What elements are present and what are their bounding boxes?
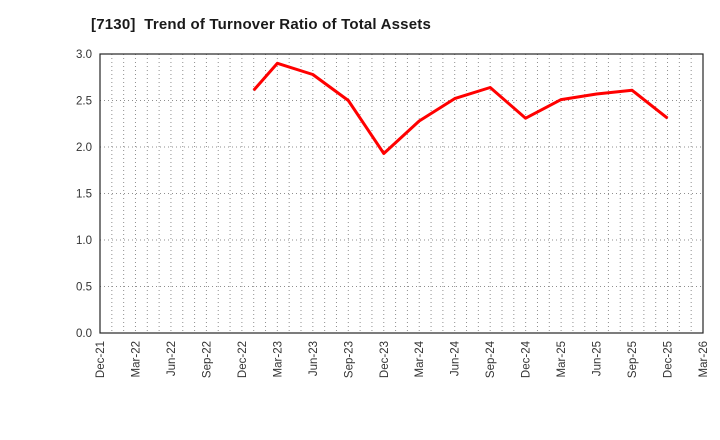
x-tick-label: Sep-25: [627, 341, 639, 378]
x-tick-label: Jun-24: [450, 340, 462, 376]
x-tick-label: Jun-22: [166, 341, 178, 376]
x-tick-label: Dec-24: [521, 340, 533, 378]
x-tick-label: Dec-22: [237, 341, 249, 378]
y-tick-label: 1.0: [76, 235, 92, 247]
plot-frame: [99, 53, 704, 334]
x-tick-label: Mar-26: [698, 341, 710, 377]
y-tick-label: 2.5: [76, 96, 92, 108]
x-tick-label: Sep-24: [485, 340, 497, 378]
chart-title: [7130] Trend of Turnover Ratio of Total …: [91, 16, 432, 33]
x-tick-label: Mar-25: [556, 341, 568, 377]
x-tick-label: Sep-23: [343, 341, 355, 378]
y-tick-label: 3.0: [76, 49, 92, 61]
x-tick-label: Sep-22: [201, 341, 213, 378]
x-tick-label: Mar-24: [414, 340, 426, 377]
x-tick-label: Dec-21: [95, 341, 107, 378]
x-tick-label: Dec-23: [379, 341, 391, 378]
x-tick-label: Jun-23: [308, 341, 320, 376]
x-tick-label: Jun-25: [592, 341, 604, 376]
x-tick-label: Mar-23: [272, 341, 284, 377]
y-tick-label: 0.5: [76, 282, 92, 294]
x-tick-label: Dec-25: [663, 341, 675, 378]
y-tick-label: 0.0: [76, 328, 92, 340]
x-tick-label: Mar-22: [130, 341, 142, 377]
y-tick-label: 2.0: [76, 142, 92, 154]
y-tick-label: 1.5: [76, 189, 92, 201]
series-line: [252, 61, 669, 155]
